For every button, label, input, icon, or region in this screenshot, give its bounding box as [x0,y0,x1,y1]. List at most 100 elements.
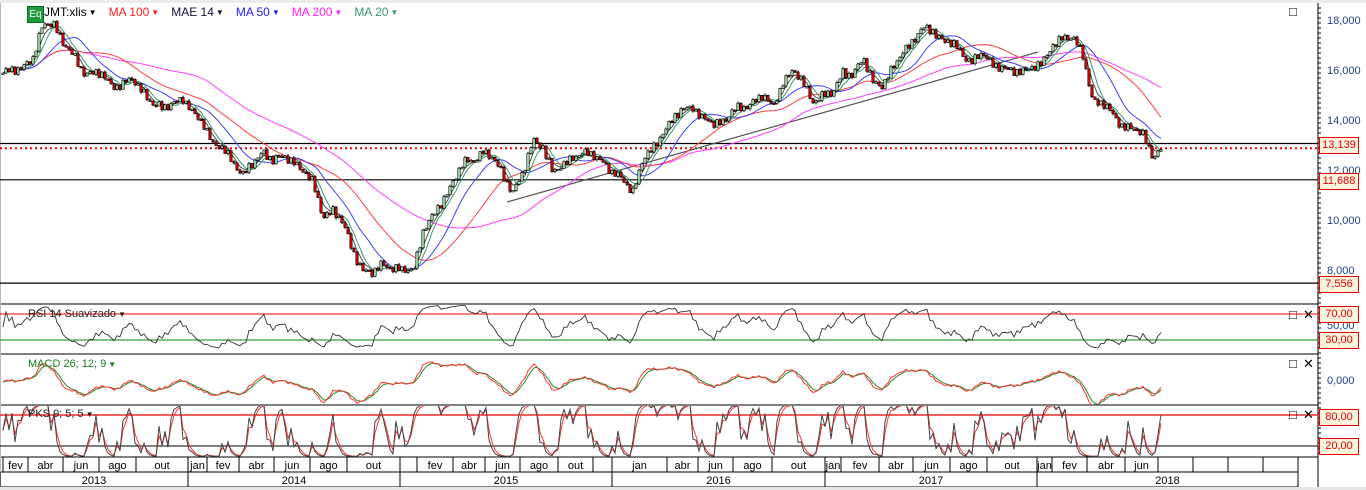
candle [52,21,56,28]
candle [1144,129,1148,144]
candle [808,86,812,99]
candle [514,184,518,191]
candle [640,163,644,171]
candle [700,114,704,119]
candle [262,149,266,155]
ma50-line [2,35,1162,270]
macd-zero-tick: 0,000 [1327,375,1355,387]
legend-mae14[interactable]: MAE 14 ▼ [171,5,224,19]
candle [1129,123,1133,130]
candle [142,88,146,93]
candle [1096,99,1100,106]
legend-ma200[interactable]: MA 200 ▼ [292,5,343,19]
year-label: 2016 [706,475,730,487]
close-icon[interactable]: ✕ [1303,356,1314,371]
month-label: out [568,460,583,472]
legend-label: MAE 14 [171,5,214,19]
candle [28,61,32,65]
equity-badge: Eq [27,6,44,23]
candle [292,157,296,166]
candle [1015,69,1019,76]
candle [577,155,581,158]
candle [1126,123,1130,131]
candle [328,212,332,215]
candle [583,148,587,155]
candle [733,109,737,112]
candle [841,68,845,80]
candle [220,145,224,149]
indicator-legend: JMT:xlis ▼ MA 100 ▼ MAE 14 ▼ MA 50 ▼ MA 200 ▼… [44,5,398,19]
candle [1132,128,1136,131]
maximize-icon[interactable]: □ [1289,356,1297,371]
candle [481,151,485,154]
candle [541,145,545,149]
candle [151,100,155,106]
candle [394,264,398,273]
candle [337,215,341,219]
candle [676,113,680,118]
pks-panel [0,406,1318,457]
macd-panel-label[interactable]: MACD 26; 12; 9 ▼ [28,358,116,370]
legend-ma50[interactable]: MA 50 ▼ [236,5,280,19]
candle [334,206,338,219]
candle [1114,113,1118,119]
candle [451,180,455,187]
candle [949,39,953,47]
candle [988,57,992,60]
candle [979,52,983,59]
candle [997,63,1001,72]
candle [358,262,362,266]
candle [301,169,305,173]
candle [550,157,554,172]
month-label: fev [853,460,868,472]
candle [823,91,827,97]
candle [616,171,620,177]
candle [1048,51,1052,56]
candle [778,88,782,102]
candle [280,155,284,158]
candle [427,220,431,230]
candle [265,149,269,160]
candle [121,79,125,90]
candle [184,100,188,104]
dropdown-arrow-icon: ▼ [390,7,399,17]
candle [235,162,239,171]
candle [718,119,722,125]
close-icon[interactable]: ✕ [1303,407,1314,422]
close-icon[interactable]: ✕ [1303,307,1314,322]
candle [166,104,170,111]
month-label: ago [959,460,977,472]
candle [754,99,758,103]
candle [472,160,476,163]
maximize-icon[interactable]: □ [1289,307,1297,322]
candle [73,53,77,56]
maximize-icon[interactable]: □ [1289,4,1297,19]
candle [592,151,596,160]
macd-panel [2,361,1162,405]
candle [985,55,989,60]
candle [940,35,944,40]
candle [391,268,395,273]
candle [1060,36,1064,41]
candle [106,78,110,81]
pks-panel-label[interactable]: PKS 9; 5; 5 ▼ [28,408,94,420]
candle [100,71,104,78]
maximize-icon[interactable]: □ [1289,407,1297,422]
candle [664,128,668,135]
candle [1141,129,1145,135]
candle [580,153,584,157]
dropdown-arrow-icon: ▼ [85,409,94,419]
legend-ma100[interactable]: MA 100 ▼ [109,5,160,19]
candle [457,167,461,180]
candle [745,106,749,110]
candle [715,119,719,128]
candle [34,50,38,57]
candle [13,66,17,75]
legend-symbol[interactable]: JMT:xlis ▼ [44,5,97,19]
candle [61,32,65,46]
rsi-panel-label[interactable]: RSI 14 Suavizado ▼ [28,308,126,320]
legend-ma20[interactable]: MA 20 ▼ [354,5,398,19]
candle [784,75,788,87]
candle [1003,65,1007,69]
